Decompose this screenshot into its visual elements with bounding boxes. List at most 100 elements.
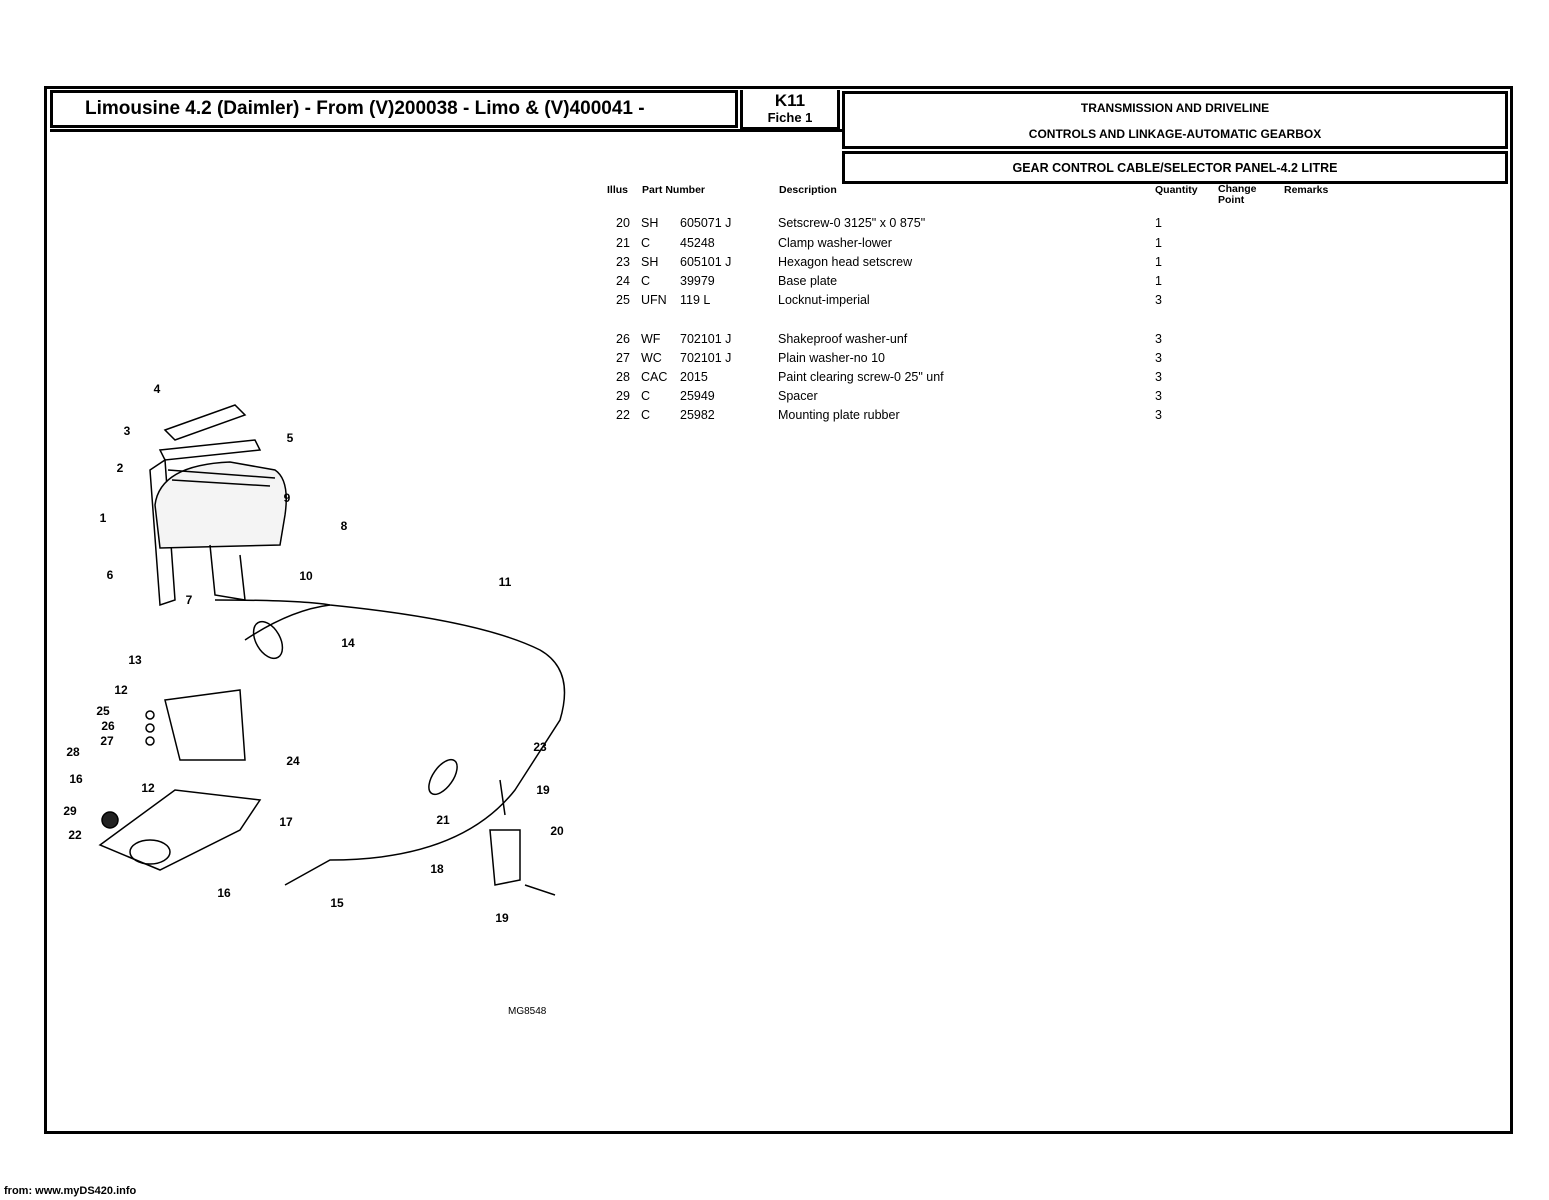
callout-label: 1 <box>99 511 107 525</box>
callout-label: 17 <box>279 815 293 829</box>
part-prefix: C <box>641 389 651 403</box>
illus-number: 20 <box>616 216 630 230</box>
quantity: 3 <box>1155 293 1162 307</box>
illus-number: 28 <box>616 370 630 384</box>
quantity: 3 <box>1155 408 1162 422</box>
part-prefix: WF <box>641 332 661 346</box>
col-quantity: Quantity <box>1155 184 1198 196</box>
part-prefix: C <box>641 236 651 250</box>
indicator-plate <box>163 404 247 441</box>
illus-number: 24 <box>616 274 630 288</box>
bracket-left <box>149 458 176 607</box>
callout-label: 8 <box>340 519 348 533</box>
fiche-code-box: K11 Fiche 1 <box>740 90 840 130</box>
illus-number: 29 <box>616 389 630 403</box>
part-number: 45248 <box>680 236 715 250</box>
callout-label: 21 <box>436 813 450 827</box>
part-number: 702101 J <box>680 351 732 365</box>
base-plate <box>98 789 262 871</box>
callout-label: 14 <box>341 636 355 650</box>
quantity: 3 <box>1155 332 1162 346</box>
callout-label: 23 <box>533 740 547 754</box>
part-number: 119 L <box>680 293 711 307</box>
part-description: Locknut-imperial <box>778 293 870 307</box>
part-prefix: WC <box>641 351 662 365</box>
page-frame <box>44 86 1513 1134</box>
callout-label: 19 <box>495 911 509 925</box>
fiche-number: Fiche 1 <box>767 110 813 125</box>
col-description: Description <box>779 184 837 196</box>
section-box: TRANSMISSION AND DRIVELINE CONTROLS AND … <box>842 91 1508 149</box>
part-prefix: SH <box>641 255 659 269</box>
callout-label: 29 <box>63 804 77 818</box>
quantity: 3 <box>1155 351 1162 365</box>
callout-label: 13 <box>128 653 142 667</box>
callout-label: 26 <box>101 719 115 733</box>
callout-label: 10 <box>299 569 313 583</box>
part-description: Clamp washer-lower <box>778 236 892 250</box>
col-change-point: Change Point <box>1218 183 1257 206</box>
callout-label: 7 <box>185 593 193 607</box>
drawing-number: MG8548 <box>508 1006 547 1017</box>
callout-label: 25 <box>96 704 110 718</box>
col-illus: Illus <box>607 184 629 196</box>
callout-label: 16 <box>217 886 231 900</box>
callout-label: 28 <box>66 745 80 759</box>
callout-label: 6 <box>106 568 114 582</box>
callout-label: 5 <box>286 431 294 445</box>
part-number: 2015 <box>680 370 708 384</box>
callout-label: 3 <box>123 424 131 438</box>
divider <box>50 129 842 132</box>
clamp-assembly <box>489 779 521 886</box>
illus-number: 25 <box>616 293 630 307</box>
part-prefix: UFN <box>641 293 667 307</box>
section-title: TRANSMISSION AND DRIVELINE <box>1080 101 1270 115</box>
page-title: Limousine 4.2 (Daimler) - From (V)200038… <box>50 90 738 128</box>
section-code: K11 <box>774 91 806 110</box>
col-part-number: Part Number <box>642 184 706 196</box>
part-number: 25949 <box>680 389 715 403</box>
part-description: Plain washer-no 10 <box>778 351 886 365</box>
callout-label: 24 <box>286 754 300 768</box>
callout-label: 2 <box>116 461 124 475</box>
part-number: 605071 J <box>680 216 732 230</box>
callout-label: 11 <box>498 575 512 589</box>
callout-label: 22 <box>68 828 82 842</box>
selector-housing <box>154 461 287 549</box>
part-number: 605101 J <box>680 255 732 269</box>
callout-label: 18 <box>430 862 444 876</box>
part-description: Spacer <box>778 389 818 403</box>
quantity: 3 <box>1155 370 1162 384</box>
part-number: 702101 J <box>680 332 732 346</box>
callout-label: 19 <box>536 783 550 797</box>
part-description: Paint clearing screw-0 25" unf <box>778 370 944 384</box>
illus-number: 27 <box>616 351 630 365</box>
callout-label: 12 <box>114 683 128 697</box>
part-description: Base plate <box>778 274 838 288</box>
callout-label: 20 <box>550 824 564 838</box>
callout-label: 16 <box>69 772 83 786</box>
quantity: 3 <box>1155 389 1162 403</box>
part-number: 39979 <box>680 274 715 288</box>
subsection-title: CONTROLS AND LINKAGE-AUTOMATIC GEARBOX <box>1028 127 1322 141</box>
illus-number: 22 <box>616 408 630 422</box>
part-number: 25982 <box>680 408 715 422</box>
bracket-right <box>209 544 246 601</box>
callout-label: 9 <box>283 491 291 505</box>
callout-label: 27 <box>100 734 114 748</box>
callout-label: 15 <box>330 896 344 910</box>
footer-source: from: www.myDS420.info <box>4 1185 137 1197</box>
quantity: 1 <box>1155 216 1162 230</box>
illus-number: 26 <box>616 332 630 346</box>
group-title: GEAR CONTROL CABLE/SELECTOR PANEL-4.2 LI… <box>842 151 1508 184</box>
part-description: Hexagon head setscrew <box>778 255 913 269</box>
cable-outer <box>214 599 566 886</box>
quantity: 1 <box>1155 274 1162 288</box>
part-description: Shakeproof washer-unf <box>778 332 908 346</box>
part-description: Setscrew-0 3125" x 0 875" <box>778 216 926 230</box>
part-prefix: C <box>641 274 651 288</box>
quantity: 1 <box>1155 255 1162 269</box>
part-description: Mounting plate rubber <box>778 408 900 422</box>
illus-number: 21 <box>616 236 630 250</box>
